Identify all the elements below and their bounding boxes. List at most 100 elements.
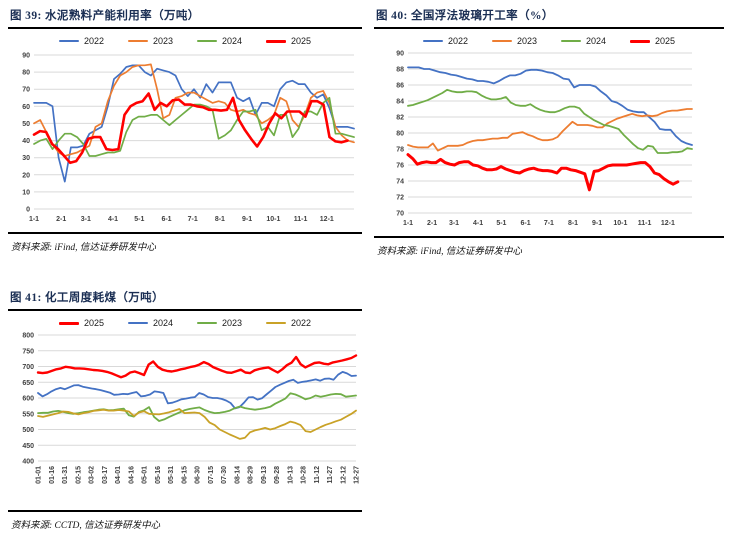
svg-text:10-28: 10-28 <box>301 466 308 484</box>
legend-line-swatch <box>58 40 79 42</box>
svg-text:5-1: 5-1 <box>134 216 144 223</box>
svg-text:74: 74 <box>396 179 404 186</box>
svg-text:3-1: 3-1 <box>449 220 459 227</box>
legend-label: 2022 <box>83 36 104 46</box>
svg-text:650: 650 <box>22 380 34 387</box>
svg-text:02-15: 02-15 <box>75 466 82 484</box>
legend-line-swatch <box>197 322 217 324</box>
svg-text:550: 550 <box>22 411 34 418</box>
legend-line-swatch <box>127 40 148 42</box>
svg-text:12-1: 12-1 <box>661 220 675 227</box>
legend-label: 2025 <box>291 36 312 46</box>
legend-line-swatch <box>127 322 148 324</box>
legend-label: 2024 <box>152 318 173 328</box>
svg-text:7-1: 7-1 <box>544 220 554 227</box>
float-glass-operating-rate-chart: 70 72 74 76 78 80 82 84 86 88 90 1-1 2-1 3-1 4-1 5-1 6-1… <box>396 51 693 227</box>
svg-text:4-1: 4-1 <box>473 220 483 227</box>
legend-item-2025: 2025 <box>58 318 104 328</box>
legend-line-swatch <box>491 40 512 42</box>
figure-41-source: 资料来源: CCTD, 信达证券研发中心 <box>11 521 161 531</box>
svg-text:10: 10 <box>22 189 30 196</box>
svg-text:10-1: 10-1 <box>613 220 627 227</box>
svg-text:78: 78 <box>396 147 404 154</box>
figure-41-title: 图 41: 化工周度耗煤（万吨） <box>10 292 164 304</box>
legend-item-2024: 2024 <box>561 36 606 46</box>
svg-text:11-1: 11-1 <box>638 220 652 227</box>
legend-item-2025: 2025 <box>266 36 311 46</box>
svg-text:80: 80 <box>396 131 404 138</box>
svg-text:60: 60 <box>22 104 30 111</box>
figure-40-source: 资料来源: iFind, 信达证券研发中心 <box>377 247 522 257</box>
svg-text:10-13: 10-13 <box>287 466 294 484</box>
svg-text:05-01: 05-01 <box>142 466 149 484</box>
svg-text:90: 90 <box>396 51 404 58</box>
svg-text:11-12: 11-12 <box>314 466 321 484</box>
svg-text:12-27: 12-27 <box>354 466 361 484</box>
svg-text:4-1: 4-1 <box>108 216 118 223</box>
legend-item-2023: 2023 <box>491 36 537 46</box>
svg-text:84: 84 <box>396 99 404 106</box>
legend-item-2023: 2023 <box>127 36 173 46</box>
svg-text:05-31: 05-31 <box>168 466 175 484</box>
svg-text:90: 90 <box>22 53 30 60</box>
svg-text:9-1: 9-1 <box>592 220 602 227</box>
svg-text:88: 88 <box>396 67 404 74</box>
legend-line-swatch <box>197 40 217 42</box>
svg-text:06-30: 06-30 <box>195 466 202 484</box>
legend-item-2022: 2022 <box>58 36 104 46</box>
svg-text:86: 86 <box>396 83 404 90</box>
svg-text:72: 72 <box>396 195 404 202</box>
cement-clinker-utilization-chart: 0 10 20 30 40 50 60 70 80 90 1-1 2-1 3-1 4-1 5-1 6-1 7-1… <box>22 53 355 223</box>
svg-text:700: 700 <box>22 364 34 371</box>
svg-text:80: 80 <box>22 70 30 77</box>
title-rule <box>8 27 362 29</box>
svg-text:8-1: 8-1 <box>568 220 578 227</box>
svg-text:7-1: 7-1 <box>188 216 198 223</box>
svg-text:08-29: 08-29 <box>248 466 255 484</box>
legend-item-2022: 2022 <box>266 318 311 328</box>
svg-text:9-1: 9-1 <box>242 216 252 223</box>
legend-label: 2023 <box>222 318 243 328</box>
svg-text:1-1: 1-1 <box>403 220 413 227</box>
svg-text:07-15: 07-15 <box>208 466 215 484</box>
legend-line-swatch <box>630 39 651 43</box>
svg-text:11-1: 11-1 <box>294 216 308 223</box>
svg-text:06-15: 06-15 <box>181 466 188 484</box>
svg-text:03-02: 03-02 <box>89 466 96 484</box>
svg-text:3-1: 3-1 <box>81 216 91 223</box>
svg-text:09-28: 09-28 <box>274 466 281 484</box>
svg-text:07-30: 07-30 <box>221 466 228 484</box>
chemical-weekly-coal-consumption-chart: 400 450 500 550 600 650 700 750 800 01-01 01-16 01-… <box>22 333 361 484</box>
svg-text:750: 750 <box>22 348 34 355</box>
svg-text:20: 20 <box>22 172 30 179</box>
svg-text:1-1: 1-1 <box>29 216 39 223</box>
svg-text:01-01: 01-01 <box>36 466 43 484</box>
title-rule <box>8 309 362 311</box>
legend-item-2024: 2024 <box>127 318 173 328</box>
svg-text:400: 400 <box>22 459 34 466</box>
svg-text:30: 30 <box>22 155 30 162</box>
svg-text:2-1: 2-1 <box>427 220 437 227</box>
figure-40-block: 图 40: 全国浮法玻璃开工率（%） 2022 2023 2024 2025 7… <box>374 4 724 257</box>
svg-text:04-16: 04-16 <box>128 466 135 484</box>
svg-text:03-17: 03-17 <box>102 466 109 484</box>
svg-text:40: 40 <box>22 138 30 145</box>
legend-label: 2022 <box>291 318 312 328</box>
legend-label: 2025 <box>83 318 104 328</box>
svg-text:09-13: 09-13 <box>261 466 268 484</box>
svg-text:600: 600 <box>22 396 34 403</box>
svg-text:10-1: 10-1 <box>266 216 280 223</box>
svg-text:82: 82 <box>396 115 404 122</box>
figure-41-legend: 2025 2024 2023 2022 <box>8 318 362 328</box>
legend-line-swatch <box>266 39 287 43</box>
footer-rule <box>374 236 724 238</box>
legend-item-2023: 2023 <box>197 318 242 328</box>
svg-text:01-16: 01-16 <box>49 466 56 484</box>
svg-text:6-1: 6-1 <box>521 220 531 227</box>
svg-text:76: 76 <box>396 163 404 170</box>
legend-item-2024: 2024 <box>197 36 242 46</box>
legend-label: 2023 <box>516 36 537 46</box>
svg-text:50: 50 <box>22 121 30 128</box>
svg-text:70: 70 <box>22 87 30 94</box>
